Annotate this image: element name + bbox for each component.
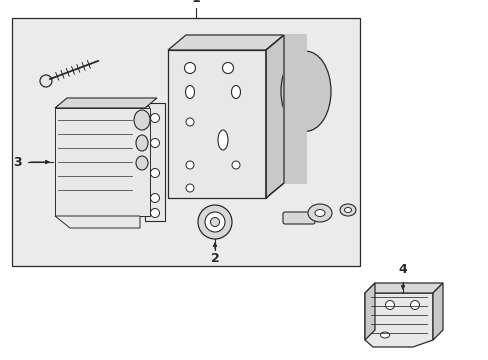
Circle shape xyxy=(210,217,219,226)
Circle shape xyxy=(150,208,159,217)
Circle shape xyxy=(185,161,194,169)
Bar xyxy=(57,105,148,213)
Circle shape xyxy=(150,168,159,177)
Circle shape xyxy=(198,205,231,239)
Circle shape xyxy=(150,139,159,148)
Polygon shape xyxy=(55,98,157,108)
Ellipse shape xyxy=(231,85,240,99)
Polygon shape xyxy=(145,103,164,221)
Polygon shape xyxy=(55,216,140,228)
Text: 2: 2 xyxy=(210,252,219,266)
FancyBboxPatch shape xyxy=(283,212,314,224)
Polygon shape xyxy=(265,35,284,198)
Bar xyxy=(55,108,150,216)
Ellipse shape xyxy=(134,110,150,130)
Circle shape xyxy=(150,113,159,122)
Polygon shape xyxy=(168,35,284,50)
Circle shape xyxy=(409,301,419,310)
Circle shape xyxy=(204,212,224,232)
Text: 4: 4 xyxy=(398,263,407,276)
Ellipse shape xyxy=(281,51,330,131)
Circle shape xyxy=(385,301,394,310)
Ellipse shape xyxy=(136,156,148,170)
Ellipse shape xyxy=(307,204,331,222)
Polygon shape xyxy=(432,283,442,340)
Circle shape xyxy=(222,63,233,73)
Circle shape xyxy=(185,118,194,126)
Polygon shape xyxy=(364,293,432,347)
Circle shape xyxy=(231,161,240,169)
Ellipse shape xyxy=(136,135,148,151)
Bar xyxy=(283,34,306,184)
Bar xyxy=(56,107,149,215)
Text: 3: 3 xyxy=(13,156,22,168)
Polygon shape xyxy=(364,283,442,293)
Ellipse shape xyxy=(339,204,355,216)
Ellipse shape xyxy=(218,130,227,150)
Bar xyxy=(12,18,359,266)
Circle shape xyxy=(40,75,52,87)
Polygon shape xyxy=(364,283,374,340)
Circle shape xyxy=(185,184,194,192)
Text: 1: 1 xyxy=(191,0,200,5)
Ellipse shape xyxy=(314,210,325,216)
Bar xyxy=(168,50,265,198)
Ellipse shape xyxy=(185,85,194,99)
Ellipse shape xyxy=(344,207,351,212)
Ellipse shape xyxy=(380,332,389,338)
Circle shape xyxy=(184,63,195,73)
Circle shape xyxy=(150,194,159,202)
